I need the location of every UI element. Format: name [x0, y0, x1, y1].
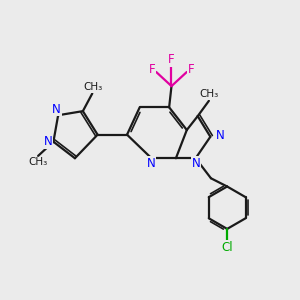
Text: F: F	[168, 53, 175, 66]
Text: F: F	[188, 62, 194, 76]
Text: N: N	[192, 157, 200, 170]
Text: CH₃: CH₃	[28, 158, 48, 167]
Text: CH₃: CH₃	[83, 82, 103, 92]
Text: Cl: Cl	[221, 241, 233, 254]
Text: N: N	[52, 103, 61, 116]
Text: CH₃: CH₃	[200, 89, 219, 99]
Text: N: N	[147, 157, 156, 170]
Text: N: N	[44, 135, 52, 148]
Text: N: N	[216, 129, 224, 142]
Text: F: F	[148, 62, 155, 76]
